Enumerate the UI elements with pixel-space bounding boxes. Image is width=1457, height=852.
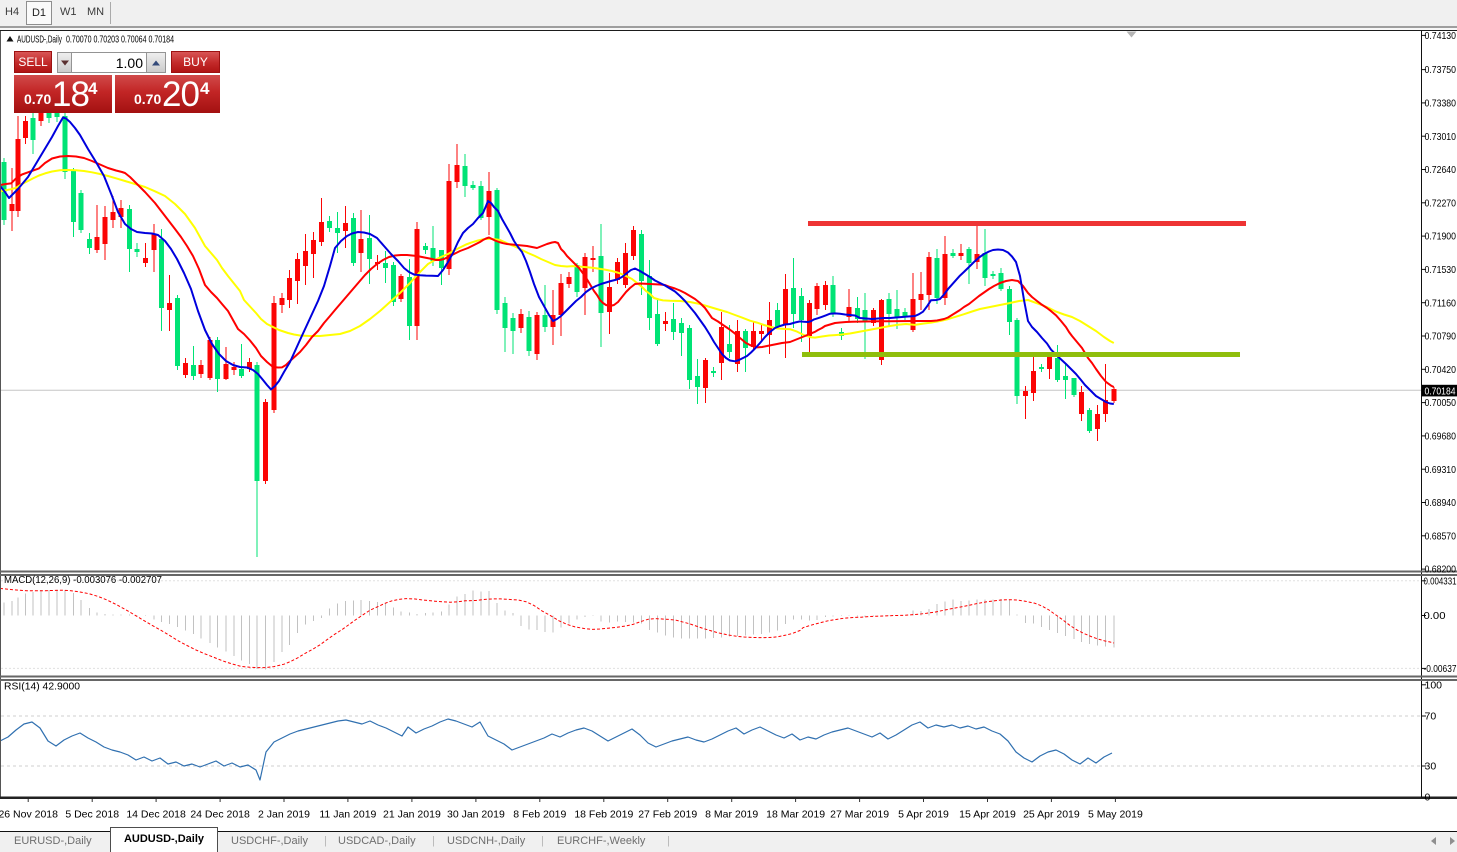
svg-text:27 Mar 2019: 27 Mar 2019 [830,809,889,821]
svg-text:25 Apr 2019: 25 Apr 2019 [1023,809,1080,821]
svg-text:5 Dec 2018: 5 Dec 2018 [65,809,119,821]
svg-text:70: 70 [1425,711,1437,723]
svg-text:18 Mar 2019: 18 Mar 2019 [766,809,825,821]
svg-text:0.71900: 0.71900 [1425,231,1457,243]
svg-text:0.68570: 0.68570 [1425,530,1457,542]
svg-text:5 Apr 2019: 5 Apr 2019 [898,809,949,821]
svg-text:0.71160: 0.71160 [1425,297,1457,309]
svg-text:8 Feb 2019: 8 Feb 2019 [513,809,566,821]
svg-text:0.70420: 0.70420 [1425,364,1457,376]
svg-text:0.70790: 0.70790 [1425,331,1457,343]
svg-text:0.69680: 0.69680 [1425,431,1457,443]
svg-text:0.00: 0.00 [1424,610,1446,622]
svg-text:0.73380: 0.73380 [1425,98,1457,110]
svg-text:21 Jan 2019: 21 Jan 2019 [383,809,441,821]
svg-text:24 Dec 2018: 24 Dec 2018 [190,809,250,821]
svg-text:0.68200: 0.68200 [1425,564,1457,576]
svg-text:0.72640: 0.72640 [1425,164,1457,176]
svg-text:0.68940: 0.68940 [1425,497,1457,509]
svg-text:0.70070 0.70203 0.70064 0.7018: 0.70070 0.70203 0.70064 0.70184 [66,34,174,46]
svg-text:0.70184: 0.70184 [1425,385,1456,397]
svg-text:0.70050: 0.70050 [1425,397,1457,409]
svg-text:8 Mar 2019: 8 Mar 2019 [705,809,758,821]
svg-text:0: 0 [1425,792,1431,804]
svg-text:0.004331: 0.004331 [1424,575,1457,587]
svg-text:27 Feb 2019: 27 Feb 2019 [638,809,697,821]
svg-text:0.73010: 0.73010 [1425,131,1457,143]
svg-text:14 Dec 2018: 14 Dec 2018 [126,809,186,821]
svg-text:18 Feb 2019: 18 Feb 2019 [574,809,633,821]
svg-text:0.72270: 0.72270 [1425,197,1457,209]
svg-text:15 Apr 2019: 15 Apr 2019 [959,809,1016,821]
svg-text:-0.00637: -0.00637 [1424,663,1457,675]
svg-text:30 Jan 2019: 30 Jan 2019 [447,809,505,821]
svg-text:0.74130: 0.74130 [1425,30,1457,42]
svg-text:26 Nov 2018: 26 Nov 2018 [0,809,58,821]
svg-text:0.73750: 0.73750 [1425,64,1457,76]
svg-text:RSI(14) 42.9000: RSI(14) 42.9000 [4,681,80,693]
svg-text:2 Jan 2019: 2 Jan 2019 [258,809,310,821]
svg-text:AUDUSD-,Daily: AUDUSD-,Daily [17,34,62,46]
svg-text:30: 30 [1425,761,1437,773]
svg-text:100: 100 [1425,679,1443,691]
svg-text:0.71530: 0.71530 [1425,264,1457,276]
svg-text:11 Jan 2019: 11 Jan 2019 [319,809,376,821]
svg-text:MACD(12,26,9) -0.003076 -0.002: MACD(12,26,9) -0.003076 -0.002707 [4,574,162,586]
svg-text:0.69310: 0.69310 [1425,464,1457,476]
svg-text:5 May 2019: 5 May 2019 [1088,809,1143,821]
